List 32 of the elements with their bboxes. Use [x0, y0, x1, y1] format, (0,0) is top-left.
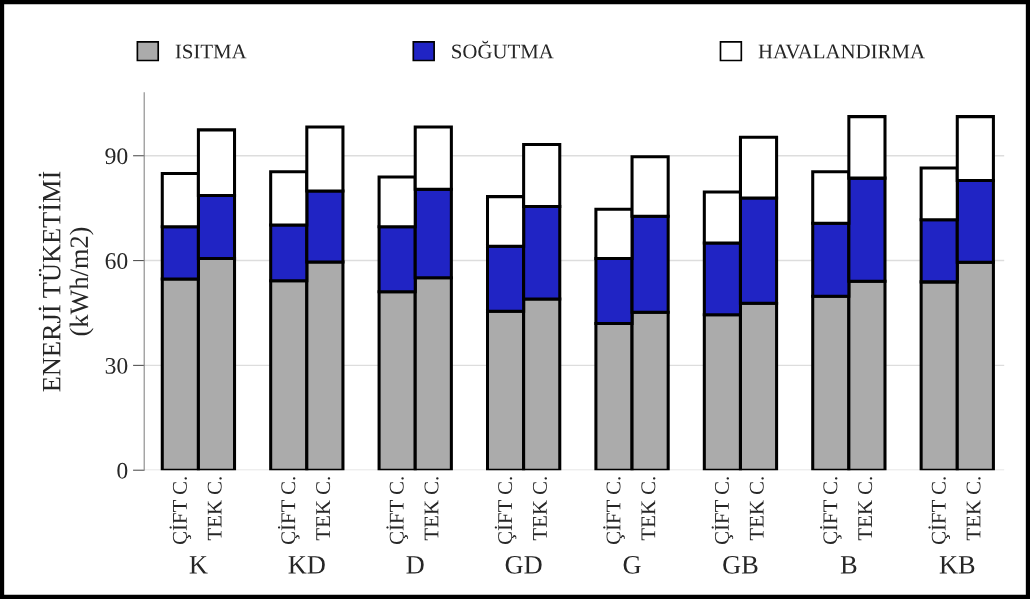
- legend-label: HAVALANDIRMA: [758, 44, 925, 59]
- x-tick-label: TEK C.: [207, 477, 222, 541]
- x-tick-label: TEK C.: [966, 477, 981, 541]
- text: KB: [939, 556, 975, 574]
- x-tick-label: ÇİFT C.: [386, 477, 408, 545]
- text: K: [189, 556, 208, 574]
- x-tick-label: TEK C.: [424, 477, 439, 541]
- text: KD: [288, 556, 325, 574]
- x-tick-label: TEK C.: [316, 477, 331, 541]
- x-tick-label: ÇİFT C.: [820, 477, 842, 545]
- text: GD: [505, 555, 542, 574]
- x-tick-label: ÇİFT C.: [169, 477, 192, 545]
- text: B: [840, 556, 857, 574]
- text: D: [406, 556, 424, 574]
- y-tick-label: 30: [105, 357, 128, 374]
- y-axis-title: ENERJİ TÜKETİMİ (kWh/m2): [38, 171, 94, 392]
- legend-label: ISITMA: [175, 44, 247, 59]
- x-tick-label: TEK C.: [858, 477, 873, 541]
- x-tick-label: TEK C.: [532, 477, 548, 541]
- y-tick-label: 0: [117, 462, 128, 479]
- y-tick-label: 90: [105, 148, 128, 165]
- x-tick-label: ÇİFT C.: [277, 477, 300, 545]
- x-tick-label: ÇİFT C.: [928, 477, 950, 545]
- text: G: [623, 555, 641, 574]
- x-tick-label: TEK C.: [749, 477, 764, 541]
- x-tick-label: ÇİFT C.: [603, 477, 625, 545]
- x-tick-label: TEK C.: [641, 477, 656, 541]
- text: GB: [723, 555, 758, 574]
- x-tick-label: ÇİFT C.: [711, 477, 734, 545]
- x-tick-label: ÇİFT C.: [494, 477, 517, 545]
- legend-label: SOĞUTMA: [452, 40, 554, 59]
- y-tick-label: 60: [105, 253, 128, 269]
